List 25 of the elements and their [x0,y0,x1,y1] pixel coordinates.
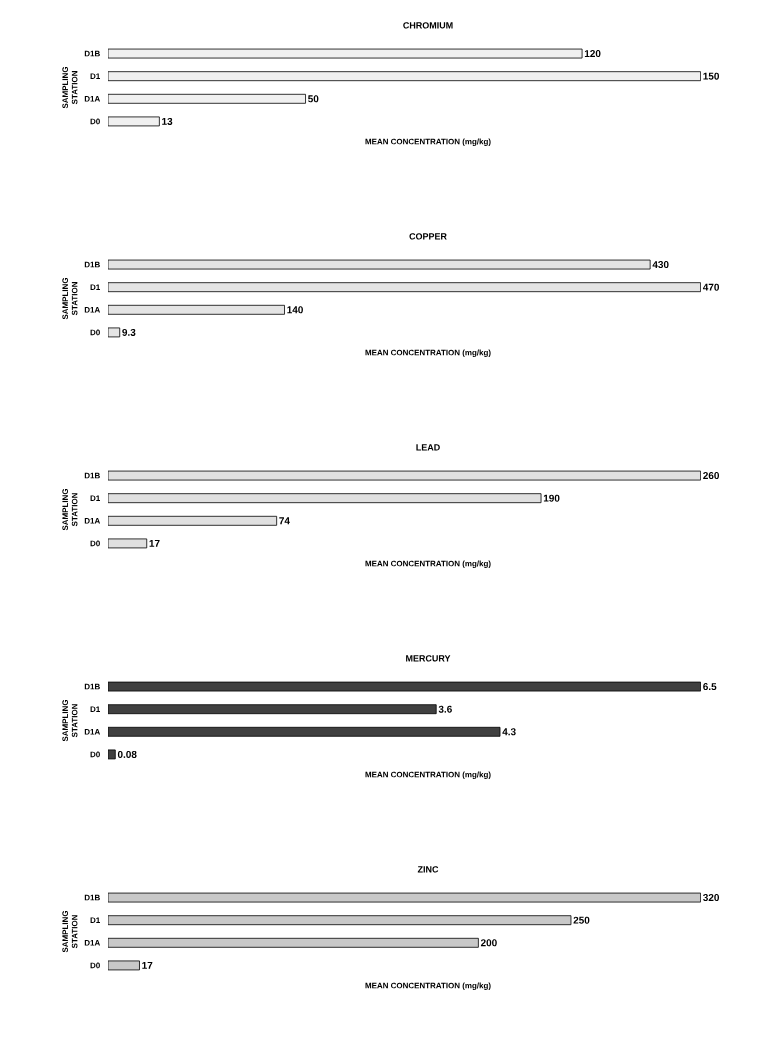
data-label: 320 [703,894,720,902]
data-label: 9.3 [122,328,136,336]
data-label: 200 [480,939,497,947]
chart-title: CHROMIUM [403,22,453,29]
chart-title: LEAD [416,444,440,451]
data-label: 190 [543,494,560,502]
data-label: 17 [142,962,153,969]
data-label: 250 [573,916,590,924]
data-label: 17 [149,539,160,547]
chart-title: COPPER [409,233,447,240]
data-label: 260 [703,472,720,480]
data-label: 50 [308,95,319,103]
data-label: 470 [702,283,720,291]
data-label: 430 [652,261,669,269]
data-label: 13 [162,117,173,125]
data-label: 120 [584,50,601,58]
data-label: 4.3 [502,728,516,736]
data-label: 150 [703,72,720,80]
data-label: 0.08 [117,750,137,758]
data-label: 6.5 [703,683,717,691]
data-label: 74 [279,517,290,525]
data-label: 3.6 [438,705,452,713]
chart-title: MERCURY [406,655,451,662]
chart-title: ZINC [417,866,439,873]
data-label: 140 [287,306,303,314]
